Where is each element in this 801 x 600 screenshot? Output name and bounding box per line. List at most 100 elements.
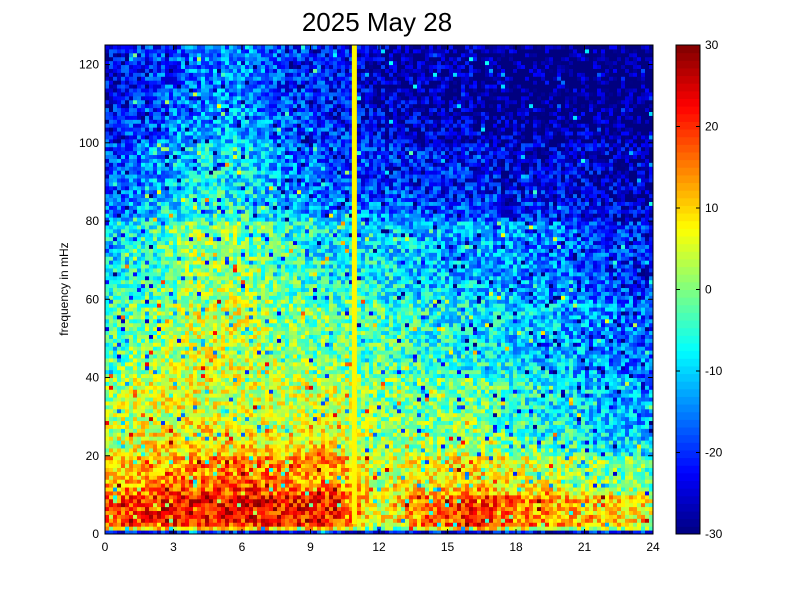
heatmap-cell xyxy=(209,68,214,73)
heatmap-cell xyxy=(245,397,250,402)
heatmap-cell xyxy=(153,162,158,167)
heatmap-cell xyxy=(177,103,182,109)
heatmap-cell xyxy=(177,475,182,480)
heatmap-cell xyxy=(233,307,238,312)
heatmap-cell xyxy=(245,303,250,308)
heatmap-cell xyxy=(129,346,134,351)
heatmap-cell xyxy=(221,311,226,316)
heatmap-cell xyxy=(197,178,202,183)
heatmap-cell xyxy=(165,60,170,66)
heatmap-cell xyxy=(201,459,206,465)
heatmap-cell xyxy=(125,436,130,441)
heatmap-cell xyxy=(237,526,242,531)
heatmap-cell xyxy=(217,52,222,58)
heatmap-cell xyxy=(157,279,162,285)
heatmap-cell xyxy=(201,389,206,394)
heatmap-cell xyxy=(221,56,226,62)
heatmap-cell xyxy=(241,260,246,265)
heatmap-cell xyxy=(137,400,142,406)
heatmap-cell xyxy=(233,56,238,62)
heatmap-cell xyxy=(165,131,170,136)
heatmap-cell xyxy=(189,416,194,422)
heatmap-cell xyxy=(129,514,134,519)
heatmap-cell xyxy=(161,295,166,300)
heatmap-cell xyxy=(153,404,158,410)
heatmap-cell xyxy=(249,103,254,109)
heatmap-cell xyxy=(173,209,178,214)
heatmap-cell xyxy=(185,322,190,328)
heatmap-cell xyxy=(241,150,246,156)
heatmap-cell xyxy=(217,526,222,531)
heatmap-cell xyxy=(193,459,198,465)
heatmap-cell xyxy=(141,373,146,379)
heatmap-cell xyxy=(205,357,210,363)
heatmap-cell xyxy=(109,45,114,50)
heatmap-cell xyxy=(245,209,250,214)
heatmap-cell xyxy=(133,201,138,206)
heatmap-cell xyxy=(157,88,162,93)
heatmap-cell xyxy=(105,483,110,488)
heatmap-cell xyxy=(209,393,214,398)
heatmap-cell xyxy=(113,64,118,69)
heatmap-cell xyxy=(105,111,110,116)
heatmap-cell xyxy=(185,217,190,222)
heatmap-cell xyxy=(185,84,190,89)
heatmap-cell xyxy=(201,447,206,453)
heatmap-cell xyxy=(205,463,210,468)
heatmap-cell xyxy=(149,389,154,394)
heatmap-cell xyxy=(177,350,182,355)
heatmap-cell xyxy=(253,91,258,97)
heatmap-cell xyxy=(205,377,210,382)
heatmap-cell xyxy=(229,170,234,175)
heatmap-cell xyxy=(181,228,186,234)
heatmap-cell xyxy=(217,154,222,159)
heatmap-cell xyxy=(177,357,182,363)
heatmap-cell xyxy=(177,408,182,414)
heatmap-cell xyxy=(229,447,234,453)
heatmap-cell xyxy=(165,267,170,273)
heatmap-cell xyxy=(105,264,110,269)
heatmap-cell xyxy=(109,174,114,179)
heatmap-cell xyxy=(137,146,142,152)
heatmap-cell xyxy=(257,432,262,437)
heatmap-cell xyxy=(177,88,182,93)
heatmap-cell xyxy=(105,518,110,523)
heatmap-cell xyxy=(169,91,174,97)
heatmap-cell xyxy=(245,88,250,93)
heatmap-cell xyxy=(253,471,258,476)
heatmap-cell xyxy=(241,502,246,508)
heatmap-cell xyxy=(177,303,182,308)
heatmap-cell xyxy=(109,248,114,253)
heatmap-cell xyxy=(185,311,190,316)
heatmap-cell xyxy=(233,123,238,128)
heatmap-cell xyxy=(113,385,118,390)
heatmap-cell xyxy=(197,127,202,132)
heatmap-cell xyxy=(221,279,226,285)
heatmap-cell xyxy=(145,95,150,101)
heatmap-cell xyxy=(125,91,130,97)
heatmap-cell xyxy=(157,170,162,175)
heatmap-cell xyxy=(165,185,170,191)
heatmap-cell xyxy=(121,88,126,93)
heatmap-cell xyxy=(217,224,222,230)
heatmap-cell xyxy=(253,111,258,116)
heatmap-cell xyxy=(149,201,154,206)
heatmap-cell xyxy=(229,338,234,343)
heatmap-cell xyxy=(105,232,110,238)
heatmap-cell xyxy=(153,397,158,402)
heatmap-cell xyxy=(125,451,130,457)
heatmap-cell xyxy=(237,45,242,50)
heatmap-cell xyxy=(189,436,194,441)
heatmap-cell xyxy=(225,479,230,484)
heatmap-cell xyxy=(145,72,150,77)
heatmap-cell xyxy=(113,162,118,167)
heatmap-cell xyxy=(189,134,194,140)
heatmap-cell xyxy=(109,451,114,457)
heatmap-cell xyxy=(145,440,150,445)
heatmap-cell xyxy=(153,490,158,496)
heatmap-cell xyxy=(181,369,186,375)
heatmap-cell xyxy=(229,127,234,132)
heatmap-cell xyxy=(145,232,150,238)
heatmap-cell xyxy=(177,162,182,167)
heatmap-cell xyxy=(217,193,222,199)
